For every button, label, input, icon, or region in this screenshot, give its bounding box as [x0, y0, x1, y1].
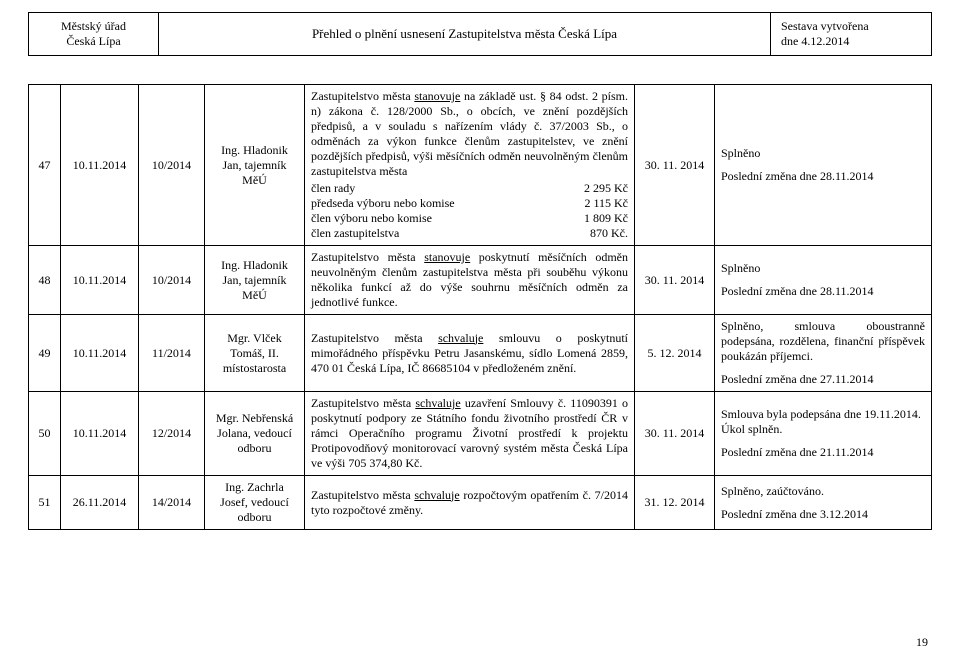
header-left-line1: Městský úřad — [39, 19, 148, 34]
header-left: Městský úřad Česká Lípa — [29, 13, 159, 55]
row-term: 31. 12. 2014 — [635, 476, 715, 530]
page-number: 19 — [916, 635, 928, 650]
row-term: 30. 11. 2014 — [635, 85, 715, 246]
header-right-line1: Sestava vytvořena — [781, 19, 921, 34]
row-person: Mgr. Vlček Tomáš, II. místostarosta — [205, 315, 305, 392]
table-row: 4910.11.201411/2014Mgr. Vlček Tomáš, II.… — [29, 315, 932, 392]
row-number: 47 — [29, 85, 61, 246]
row-number: 50 — [29, 392, 61, 476]
row-number: 48 — [29, 246, 61, 315]
row-date: 10.11.2014 — [61, 246, 139, 315]
row-number: 49 — [29, 315, 61, 392]
row-date: 10.11.2014 — [61, 85, 139, 246]
row-ref: 11/2014 — [139, 315, 205, 392]
table-row: 4710.11.201410/2014Ing. Hladonik Jan, ta… — [29, 85, 932, 246]
header-right: Sestava vytvořena dne 4.12.2014 — [771, 13, 931, 55]
row-ref: 10/2014 — [139, 85, 205, 246]
row-description: Zastupitelstvo města schvaluje uzavření … — [305, 392, 635, 476]
row-term: 30. 11. 2014 — [635, 392, 715, 476]
row-ref: 10/2014 — [139, 246, 205, 315]
row-status: SplněnoPoslední změna dne 28.11.2014 — [715, 246, 932, 315]
row-description: Zastupitelstvo města stanovuje na základ… — [305, 85, 635, 246]
row-date: 10.11.2014 — [61, 392, 139, 476]
row-person: Ing. Hladonik Jan, tajemník MěÚ — [205, 246, 305, 315]
row-status: SplněnoPoslední změna dne 28.11.2014 — [715, 85, 932, 246]
page: Městský úřad Česká Lípa Přehled o plnění… — [0, 0, 960, 530]
row-person: Mgr. Nebřenská Jolana, vedoucí odboru — [205, 392, 305, 476]
table-row: 5126.11.201414/2014Ing. Zachrla Josef, v… — [29, 476, 932, 530]
row-description: Zastupitelstvo města schvaluje smlouvu o… — [305, 315, 635, 392]
row-date: 26.11.2014 — [61, 476, 139, 530]
resolutions-table: 4710.11.201410/2014Ing. Hladonik Jan, ta… — [28, 84, 932, 530]
row-term: 5. 12. 2014 — [635, 315, 715, 392]
header-box: Městský úřad Česká Lípa Přehled o plnění… — [28, 12, 932, 56]
table-row: 5010.11.201412/2014Mgr. Nebřenská Jolana… — [29, 392, 932, 476]
row-ref: 14/2014 — [139, 476, 205, 530]
row-ref: 12/2014 — [139, 392, 205, 476]
row-description: Zastupitelstvo města schvaluje rozpočtov… — [305, 476, 635, 530]
row-term: 30. 11. 2014 — [635, 246, 715, 315]
header-center: Přehled o plnění usnesení Zastupitelstva… — [159, 13, 771, 55]
row-person: Ing. Hladonik Jan, tajemník MěÚ — [205, 85, 305, 246]
row-date: 10.11.2014 — [61, 315, 139, 392]
row-number: 51 — [29, 476, 61, 530]
row-person: Ing. Zachrla Josef, vedoucí odboru — [205, 476, 305, 530]
header-left-line2: Česká Lípa — [39, 34, 148, 49]
row-status: Smlouva byla podepsána dne 19.11.2014.Úk… — [715, 392, 932, 476]
header-right-line2: dne 4.12.2014 — [781, 34, 921, 49]
table-row: 4810.11.201410/2014Ing. Hladonik Jan, ta… — [29, 246, 932, 315]
row-status: Splněno, smlouva oboustranně podepsána, … — [715, 315, 932, 392]
row-description: Zastupitelstvo města stanovuje poskytnut… — [305, 246, 635, 315]
row-status: Splněno, zaúčtováno.Poslední změna dne 3… — [715, 476, 932, 530]
